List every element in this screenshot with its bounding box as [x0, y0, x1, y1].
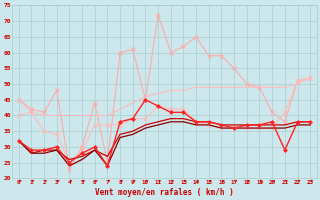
- X-axis label: Vent moyen/en rafales ( km/h ): Vent moyen/en rafales ( km/h ): [95, 188, 234, 197]
